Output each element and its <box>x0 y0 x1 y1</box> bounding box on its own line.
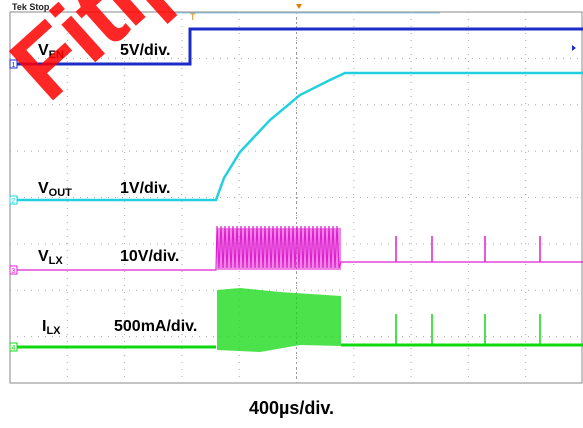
ven-label: VEN <box>38 42 64 61</box>
right-edge-marker <box>572 45 576 51</box>
vout-trace <box>10 71 583 202</box>
trigger-marker: T <box>190 12 196 22</box>
channel-marker <box>9 265 18 275</box>
timebase-label: 400µs/div. <box>248 398 335 418</box>
channel-marker <box>9 342 18 352</box>
vout-scale: 1V/div. <box>120 180 171 197</box>
channel-marker-number: 1 <box>12 62 16 69</box>
ven-scale: 5V/div. <box>120 42 171 59</box>
ven-trace <box>10 27 583 66</box>
vout-label: VOUT <box>38 180 72 199</box>
ilx-switching-region <box>217 288 341 352</box>
channel-marker <box>9 195 18 205</box>
trigger-position-marker <box>296 4 302 9</box>
ilx-label: ILX <box>42 318 61 337</box>
channel-marker-number: 2 <box>12 198 16 205</box>
channel-markers: 1 2 3 4 <box>9 45 576 352</box>
acquisition-status: Tek Stop <box>12 2 50 12</box>
channel-marker-number: 4 <box>12 345 16 352</box>
ilx-scale: 500mA/div. <box>114 318 198 335</box>
vlx-switching-region <box>217 228 341 270</box>
channel-marker <box>9 59 18 69</box>
traces <box>10 27 583 352</box>
vlx-label: VLX <box>38 248 63 267</box>
vlx-scale: 10V/div. <box>120 248 180 265</box>
channel-marker-number: 3 <box>12 268 16 275</box>
